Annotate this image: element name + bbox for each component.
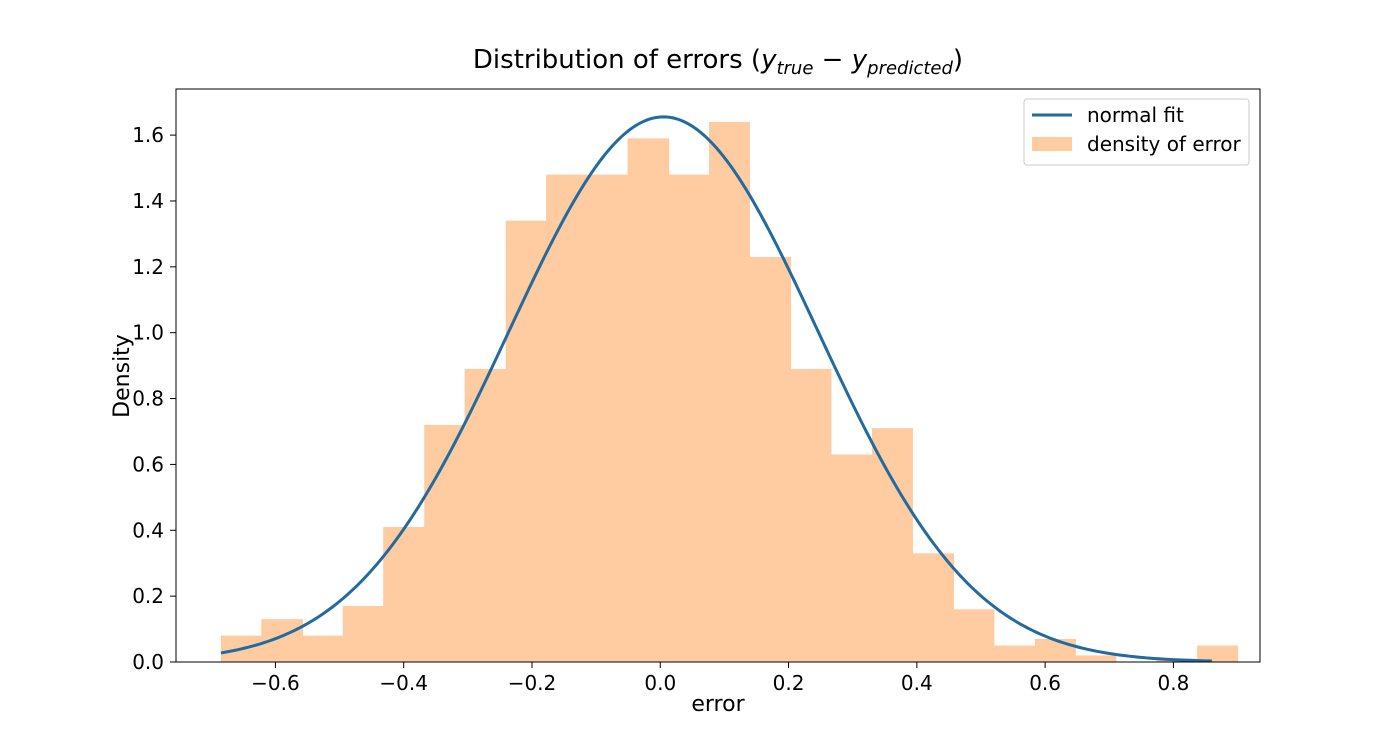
histogram-bar <box>1197 645 1239 662</box>
histogram-bar <box>993 645 1036 662</box>
y-tick-label: 1.6 <box>132 123 164 147</box>
x-axis-ticks: −0.6 −0.4 −0.2 0.0 0.2 0.4 0.6 0.8 <box>251 662 1189 695</box>
legend-label-normal-fit: normal fit <box>1087 103 1184 127</box>
histogram-bar <box>790 368 832 662</box>
histogram-bars <box>220 121 1239 663</box>
histogram-bar <box>587 174 629 662</box>
y-tick-label: 1.2 <box>132 255 164 279</box>
histogram-bar <box>505 220 547 663</box>
x-tick-label: 0.6 <box>1029 671 1061 695</box>
histogram-bar <box>709 121 751 663</box>
legend-frame <box>1023 98 1250 166</box>
chart-title: Distribution of errors (ytrue − ypredict… <box>473 45 963 79</box>
histogram-bar <box>668 174 710 662</box>
histogram-bar <box>302 635 344 662</box>
y-axis-ticks: 0.0 0.2 0.4 0.6 0.8 1.0 1.2 1.4 1.6 <box>132 123 176 674</box>
x-tick-label: 0.8 <box>1158 671 1190 695</box>
title-y2: y <box>851 45 868 75</box>
plot-frame <box>175 88 1261 663</box>
title-minus: − <box>813 45 851 75</box>
y-axis-label: Density <box>110 334 135 418</box>
y-tick-label: 0.6 <box>132 452 164 476</box>
y-tick-label: 0.8 <box>132 387 164 411</box>
normal-fit-line <box>220 115 1212 663</box>
x-tick-label: 0.0 <box>644 671 676 695</box>
histogram-bar <box>1075 655 1117 662</box>
histogram-bar <box>342 606 384 662</box>
x-tick-label: 0.2 <box>773 671 805 695</box>
y-tick-label: 1.0 <box>132 321 164 345</box>
histogram-bar <box>749 256 792 662</box>
legend-label-density: density of error <box>1087 132 1242 156</box>
x-tick-label: 0.4 <box>901 671 933 695</box>
y-tick-label: 0.0 <box>132 650 164 674</box>
title-close: ) <box>953 45 963 75</box>
legend: normal fit density of error <box>1023 98 1250 166</box>
y-tick-label: 0.2 <box>132 584 164 608</box>
histogram-bar <box>464 368 507 662</box>
x-tick-label: −0.2 <box>508 671 557 695</box>
x-tick-label: −0.4 <box>379 671 428 695</box>
histogram-bar <box>912 553 955 662</box>
y-tick-label: 0.4 <box>132 518 164 542</box>
legend-patch-swatch <box>1032 137 1072 151</box>
histogram-bar <box>953 609 995 662</box>
title-y: y <box>760 45 777 75</box>
title-main: Distribution of errors ( <box>473 45 761 75</box>
x-axis-label: error <box>691 692 745 717</box>
histogram-bar <box>1034 638 1076 662</box>
histogram-bar <box>627 138 670 662</box>
histogram-bar <box>830 454 873 662</box>
histogram-bar <box>871 428 913 662</box>
x-tick-label: −0.6 <box>251 671 300 695</box>
y-tick-label: 1.4 <box>132 189 164 213</box>
histogram-bar <box>546 174 588 662</box>
title-sub-predicted: predicted <box>866 58 953 79</box>
title-sub-true: true <box>776 58 813 79</box>
